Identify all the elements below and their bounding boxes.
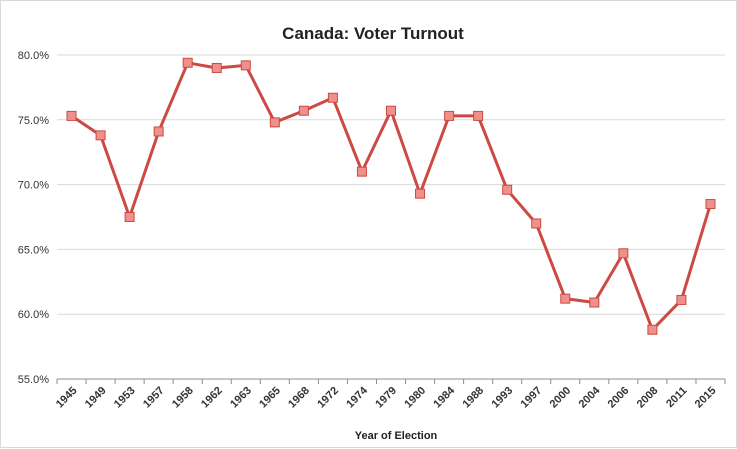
x-tick-label: 1945 (54, 385, 80, 411)
x-tick-label: 1988 (460, 385, 486, 411)
data-point (182, 57, 193, 68)
data-point (705, 199, 716, 210)
data-point (473, 110, 484, 121)
data-point (124, 212, 135, 222)
data-point (153, 126, 164, 137)
x-axis (56, 378, 726, 384)
x-tick-label: 1958 (170, 385, 196, 411)
y-axis-ticks: 55.0% 60.0% 65.0% 70.0% 75.0% 80.0% (18, 50, 49, 386)
y-tick-label: 80.0% (18, 50, 49, 62)
data-point (415, 188, 426, 199)
data-point (298, 105, 309, 116)
data-point (269, 117, 280, 128)
data-point (327, 92, 338, 103)
data-point (240, 60, 251, 71)
x-tick-label: 1953 (112, 385, 138, 411)
x-tick-label: 1963 (228, 385, 254, 411)
data-point (502, 184, 513, 195)
data-point (618, 248, 629, 259)
data-point (95, 130, 106, 141)
x-axis-label: Year of Election (355, 430, 438, 442)
x-tick-label: 2006 (606, 385, 632, 411)
data-point (386, 105, 396, 116)
x-tick-label: 1993 (489, 385, 515, 411)
data-point (589, 297, 600, 308)
x-tick-label: 2015 (693, 385, 719, 411)
x-tick-label: 1980 (402, 385, 428, 411)
data-point (676, 294, 687, 305)
data-point (444, 110, 455, 121)
data-point (66, 110, 77, 121)
y-tick-label: 70.0% (18, 180, 49, 192)
x-tick-label: 1979 (373, 385, 399, 411)
grid-lines (57, 54, 725, 315)
data-point (531, 218, 542, 229)
data-point (560, 293, 571, 304)
x-tick-label: 1957 (141, 385, 167, 411)
series-line (70, 61, 712, 332)
x-tick-label: 1984 (431, 384, 457, 410)
y-tick-label: 65.0% (18, 244, 49, 256)
x-tick-label: 1974 (344, 384, 370, 410)
data-point (211, 62, 222, 73)
y-tick-label: 60.0% (18, 309, 49, 321)
data-point (356, 166, 367, 177)
series-group (66, 57, 716, 335)
x-tick-label: 1997 (519, 385, 545, 411)
data-point (647, 324, 658, 335)
x-tick-label: 1972 (315, 385, 341, 411)
x-tick-label: 2011 (664, 385, 689, 410)
x-tick-label: 1949 (83, 385, 109, 411)
x-axis-ticks: 1945 1949 1953 1957 1958 1962 1963 1965 1968 1972… (54, 384, 719, 410)
x-tick-label: 1962 (199, 385, 225, 411)
x-tick-label: 1968 (286, 385, 312, 411)
x-tick-label: 2004 (577, 384, 603, 410)
y-tick-label: 75.0% (18, 115, 49, 127)
x-tick-label: 1965 (257, 385, 283, 411)
x-tick-label: 2000 (548, 385, 574, 411)
x-tick-label: 2008 (635, 385, 661, 411)
chart-title: Canada: Voter Turnout (282, 24, 464, 43)
y-tick-label: 55.0% (18, 374, 49, 386)
